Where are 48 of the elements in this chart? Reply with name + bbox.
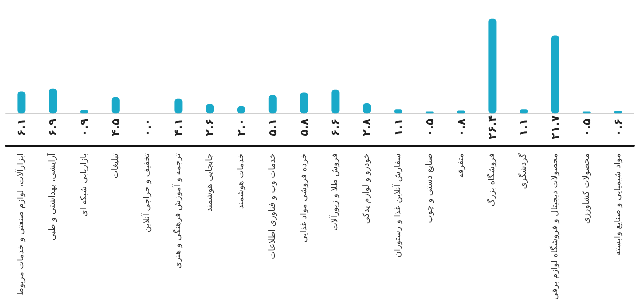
data-label: ۶.۱ xyxy=(15,118,28,136)
x-tick-label: محصولات کشاورزی xyxy=(582,154,592,224)
bar xyxy=(552,36,560,114)
data-label: ۰.۵ xyxy=(580,118,594,136)
bar xyxy=(18,92,26,114)
data-label: ۰.۸ xyxy=(454,118,468,136)
x-tick-label: خودرو و لوازم یدکی xyxy=(362,154,372,224)
x-tick-label: فروشگاه بزرگ xyxy=(486,154,498,207)
bar xyxy=(332,90,340,114)
x-tick-label: خرده فروشی مواد غذایی xyxy=(299,154,310,243)
bar xyxy=(112,97,120,114)
x-tick-label: فروش طلا و زیورآلات xyxy=(330,154,341,232)
x-tick-label: جابجایی هوشمند xyxy=(205,154,216,212)
data-label: ۰.۹ xyxy=(78,118,91,136)
data-label: ۵.۱ xyxy=(266,118,280,136)
data-label: ۲.۰ xyxy=(235,118,248,136)
x-tick-label: تخفیف و حراجی آنلاین xyxy=(141,152,152,233)
x-tick-label: صنایع دستی و چوب xyxy=(424,154,435,224)
data-label: ۰.۵ xyxy=(423,118,436,136)
data-label: ۱.۱ xyxy=(392,118,405,136)
x-tick-label: ابزارآلات، لوازم صنعتی و خدمات مربوط xyxy=(16,154,27,296)
data-label: ۲.۶ xyxy=(204,118,217,136)
data-label: ۰.۰ xyxy=(140,118,154,136)
data-label: ۲۶.۴ xyxy=(486,115,500,140)
x-tick-label: متفرقه xyxy=(456,154,466,178)
x-tick-label: محصولات دیجیتال و فروشگاه لوازم برقی xyxy=(550,154,560,300)
x-tick-label: خدمات وب و فناوری اطلاعات xyxy=(268,154,278,260)
x-tick-label: ترجمه و آموزش فرهنگی و هنری xyxy=(172,152,184,269)
data-label: ۶.۹ xyxy=(46,118,60,136)
data-label: ۰.۶ xyxy=(612,118,625,136)
bar xyxy=(300,92,308,114)
data-label: ۲.۸ xyxy=(360,118,374,136)
bar xyxy=(49,88,58,114)
data-label: ۴.۱ xyxy=(172,118,186,136)
x-tick-label: گردشگری xyxy=(518,152,530,190)
x-tick-label: خدمات هوشمند xyxy=(236,154,246,210)
x-tick-label: بازاریابی شبکه ای xyxy=(80,154,90,217)
x-tick-label: تبلیغات xyxy=(110,152,121,179)
x-tick-label: سفارش آنلاین غذا و رستوران xyxy=(392,154,404,258)
bar xyxy=(268,95,277,114)
data-label: ۴.۵ xyxy=(109,118,122,136)
data-label: ۱.۱ xyxy=(518,118,531,136)
data-label: ۶.۶ xyxy=(329,118,342,136)
data-label: ۲۱.۷ xyxy=(549,115,562,140)
data-label: ۵.۸ xyxy=(298,118,311,136)
bar xyxy=(488,18,497,114)
x-tick-label: آرایشی، بهداشتی و طبی xyxy=(47,152,58,241)
x-tick-label: مواد شیمیایی و صنایع وابسته xyxy=(613,154,624,256)
